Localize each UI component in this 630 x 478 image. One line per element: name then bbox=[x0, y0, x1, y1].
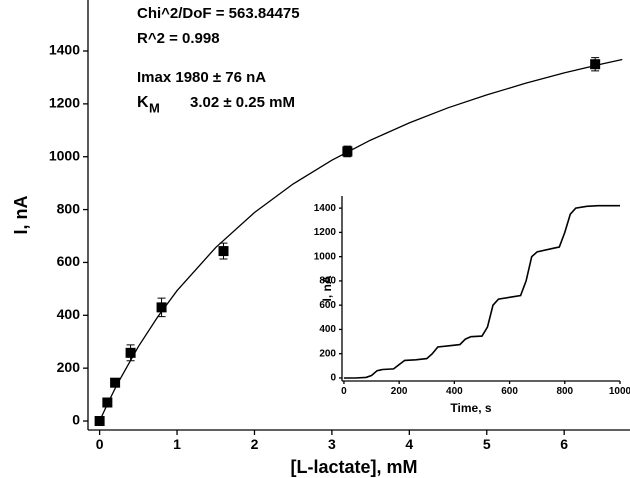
x-tick-label: 0 bbox=[96, 436, 104, 452]
x-tick-label: 1000 bbox=[609, 386, 630, 397]
x-tick-label: 0 bbox=[341, 386, 347, 397]
inset-background bbox=[302, 194, 630, 421]
y-tick-label: 1200 bbox=[49, 95, 80, 111]
y-tick-label: 800 bbox=[57, 200, 81, 216]
y-tick-label: 800 bbox=[319, 276, 336, 287]
x-tick-label: 400 bbox=[446, 386, 463, 397]
y-tick-label: 1000 bbox=[314, 251, 337, 262]
annotation-label: K bbox=[137, 94, 149, 111]
marker bbox=[218, 246, 229, 257]
y-tick-label: 200 bbox=[319, 348, 336, 359]
data-line bbox=[343, 204, 620, 379]
y-tick-label: 400 bbox=[57, 306, 81, 322]
marker bbox=[590, 59, 601, 70]
data-point bbox=[218, 242, 229, 260]
x-tick-label: 5 bbox=[483, 436, 491, 452]
data-point bbox=[156, 297, 167, 318]
annotation: 3.02 ± 0.25 mM bbox=[190, 94, 295, 111]
y-tick-label: 600 bbox=[57, 253, 81, 269]
data-point bbox=[125, 344, 136, 362]
x-tick-label: 800 bbox=[556, 386, 573, 397]
annotation: Imax 1980 ± 76 nA bbox=[137, 69, 266, 86]
y-tick-label: 1200 bbox=[314, 227, 337, 238]
y-tick-label: 200 bbox=[57, 359, 81, 375]
marker bbox=[102, 397, 113, 408]
x-tick-label: 1 bbox=[173, 436, 181, 452]
annotation: R^2 = 0.998 bbox=[137, 30, 220, 47]
marker bbox=[110, 377, 121, 388]
y-tick-label: 400 bbox=[319, 324, 336, 335]
marker bbox=[94, 416, 105, 427]
data-point bbox=[342, 145, 353, 158]
x-tick-label: 200 bbox=[391, 386, 408, 397]
annotation-subscript: M bbox=[149, 100, 160, 115]
data-point bbox=[94, 416, 105, 427]
y-axis-title: I, nA bbox=[320, 275, 334, 301]
y-tick-label: 1000 bbox=[49, 147, 80, 163]
x-tick-label: 3 bbox=[328, 436, 336, 452]
data-point bbox=[590, 57, 601, 72]
marker bbox=[156, 302, 167, 313]
x-axis-title: Time, s bbox=[450, 401, 491, 415]
x-axis-title: [L-lactate], mM bbox=[290, 457, 417, 477]
y-tick-label: 600 bbox=[319, 300, 336, 311]
x-tick-label: 600 bbox=[501, 386, 518, 397]
data-point bbox=[102, 397, 113, 408]
marker bbox=[342, 146, 353, 157]
x-tick-label: 6 bbox=[560, 436, 568, 452]
y-tick-label: 0 bbox=[72, 412, 80, 428]
x-tick-label: 2 bbox=[251, 436, 259, 452]
marker bbox=[125, 347, 136, 358]
x-tick-label: 4 bbox=[405, 436, 413, 452]
y-tick-label: 0 bbox=[330, 373, 336, 384]
y-axis-title: I, nA bbox=[11, 196, 31, 235]
y-tick-label: 1400 bbox=[49, 42, 80, 58]
data-point bbox=[110, 377, 121, 388]
annotation: Chi^2/DoF = 563.84475 bbox=[137, 5, 300, 22]
y-tick-label: 1400 bbox=[314, 203, 337, 214]
